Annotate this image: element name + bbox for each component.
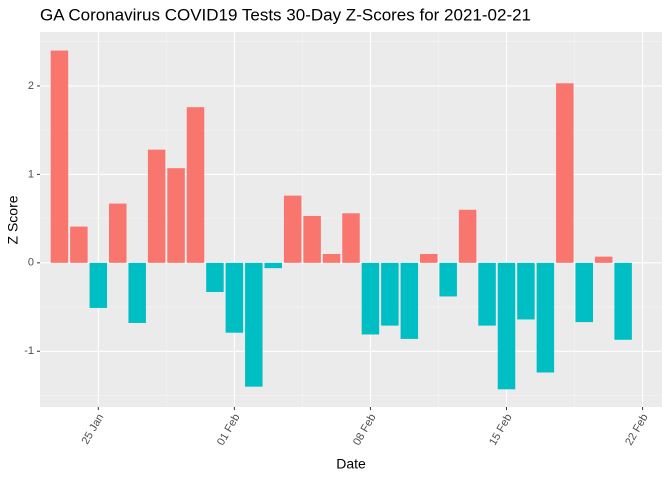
x-tick-label: 01 Feb (215, 412, 243, 448)
bar (89, 262, 108, 308)
bar (303, 215, 321, 263)
bar (478, 262, 496, 326)
bar (147, 149, 166, 263)
bar (575, 262, 593, 323)
x-tick-label: 15 Feb (487, 412, 515, 448)
bar (614, 262, 632, 340)
bar (381, 262, 399, 326)
chart-title: GA Coronavirus COVID19 Tests 30-Day Z-Sc… (40, 5, 531, 24)
bar (536, 262, 555, 373)
x-tick-label: 25 Jan (80, 412, 107, 447)
bar (400, 262, 419, 339)
bar (342, 213, 360, 263)
bar (70, 226, 88, 263)
bar (283, 195, 302, 263)
y-tick-label: 0 (28, 257, 34, 269)
bar (225, 262, 244, 333)
bar (458, 209, 477, 263)
bar (322, 253, 341, 263)
bar (439, 262, 457, 297)
bar (167, 168, 185, 263)
bar (594, 256, 613, 263)
bar (517, 262, 535, 320)
bar (497, 262, 516, 390)
bar (206, 262, 224, 293)
x-tick-label: 08 Feb (351, 412, 379, 448)
bar (361, 262, 380, 335)
bar (50, 50, 69, 263)
bar (109, 203, 127, 263)
bar (245, 262, 263, 387)
bar (556, 83, 574, 263)
x-axis-label: Date (336, 456, 366, 472)
bar (128, 262, 146, 323)
y-axis-label: Z Score (5, 195, 21, 244)
bar (186, 107, 205, 263)
x-tick-label: 22 Feb (623, 412, 651, 448)
bar (264, 262, 282, 269)
bar (420, 253, 438, 263)
y-tick-label: 2 (28, 80, 34, 92)
y-tick-label: -1 (24, 345, 34, 357)
y-tick-label: 1 (28, 168, 34, 180)
